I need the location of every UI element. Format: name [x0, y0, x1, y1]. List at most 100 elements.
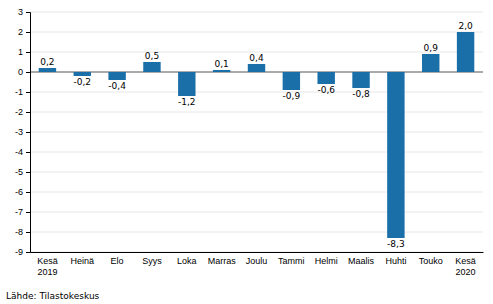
x-tick-label: Syys — [142, 256, 162, 266]
x-tick-label: Tammi — [278, 256, 305, 266]
y-tick-label: -1 — [15, 87, 23, 97]
x-tick-label-line: Huhti — [385, 256, 406, 266]
x-tick-label-line: 2020 — [456, 267, 476, 277]
bar — [108, 72, 125, 80]
x-tick: Huhti — [385, 252, 406, 266]
x-tick-label-line: Marras — [208, 256, 237, 266]
bar — [387, 72, 404, 238]
chart-container: -9-8-7-6-5-4-3-2-10123Kesä2019HeinäEloSy… — [0, 0, 493, 304]
chart-svg: -9-8-7-6-5-4-3-2-10123Kesä2019HeinäEloSy… — [0, 0, 493, 304]
y-tick: -2 — [15, 107, 30, 117]
y-tick-mark — [26, 152, 30, 153]
x-axis: Kesä2019HeinäEloSyysLokaMarrasJouluTammi… — [31, 252, 484, 277]
bars — [39, 32, 475, 238]
y-tick-mark — [26, 112, 30, 113]
x-tick-label-line: Elo — [111, 256, 124, 266]
bar — [74, 72, 91, 76]
grid-line — [30, 232, 483, 233]
x-tick: Elo — [111, 252, 124, 266]
data-label: 0,9 — [424, 43, 439, 53]
x-tick: Kesä2019 — [37, 252, 58, 277]
bar — [248, 64, 265, 72]
y-tick-mark — [26, 192, 30, 193]
x-tick-label: Maalis — [348, 256, 375, 266]
x-tick-label: Helmi — [315, 256, 338, 266]
x-tick-label: Touko — [419, 256, 443, 266]
y-tick-mark — [26, 172, 30, 173]
x-tick-label-line: Kesä — [37, 256, 58, 266]
x-tick-label-line: Heinä — [71, 256, 95, 266]
x-tick-label-line: Loka — [177, 256, 197, 266]
x-tick-label-line: Maalis — [348, 256, 375, 266]
grid-line — [30, 12, 483, 13]
y-axis-line — [26, 13, 31, 253]
x-tick: Helmi — [315, 252, 338, 266]
x-tick-label-line: Touko — [419, 256, 443, 266]
y-tick: -3 — [15, 127, 30, 137]
data-label: -0,9 — [283, 91, 301, 101]
y-tick-mark — [26, 252, 30, 253]
y-tick-label: 1 — [18, 47, 23, 57]
x-tick: Marras — [208, 252, 237, 266]
bar — [457, 32, 474, 72]
bar — [143, 62, 160, 72]
y-tick-label: -7 — [15, 207, 23, 217]
x-axis-line — [31, 252, 484, 253]
x-tick: Heinä — [71, 252, 95, 266]
y-tick-mark — [26, 52, 30, 53]
x-tick-label: Elo — [111, 256, 124, 266]
bar — [422, 54, 439, 72]
bar — [178, 72, 195, 96]
x-tick-label-line: Joulu — [246, 256, 268, 266]
x-tick-label-line: Kesä — [455, 256, 476, 266]
grid-line — [30, 92, 483, 93]
y-tick-mark — [26, 32, 30, 33]
y-tick: -4 — [15, 147, 30, 157]
x-tick: Touko — [419, 252, 443, 266]
y-tick-mark — [26, 72, 30, 73]
data-label: -0,2 — [73, 77, 91, 87]
y-tick-label: -2 — [15, 107, 23, 117]
data-label: 0,5 — [145, 51, 159, 61]
x-tick-label-line: 2019 — [37, 267, 57, 277]
data-label: 0,2 — [40, 57, 54, 67]
grid-line — [30, 192, 483, 193]
data-label: 2,0 — [458, 21, 473, 31]
x-tick: Syys — [142, 252, 162, 266]
bar — [39, 68, 56, 72]
grid-line — [30, 212, 483, 213]
y-tick-mark — [26, 132, 30, 133]
y-axis: -9-8-7-6-5-4-3-2-10123 — [15, 7, 31, 257]
data-label: -8,3 — [387, 239, 405, 249]
x-tick-label: Heinä — [71, 256, 95, 266]
data-label: -1,2 — [178, 97, 196, 107]
x-tick-label-line: Tammi — [278, 256, 305, 266]
x-tick-label: Joulu — [246, 256, 268, 266]
bar — [213, 70, 230, 72]
x-tick: Kesä2020 — [455, 252, 476, 277]
grid-line — [30, 152, 483, 153]
y-tick: -9 — [15, 247, 30, 257]
data-label: -0,6 — [317, 85, 335, 95]
y-tick-label: -8 — [15, 227, 23, 237]
bar — [352, 72, 369, 88]
grid-line — [30, 172, 483, 173]
x-tick: Maalis — [348, 252, 375, 266]
y-tick: -5 — [15, 167, 30, 177]
y-tick-label: 0 — [18, 67, 23, 77]
y-tick-mark — [26, 92, 30, 93]
x-tick-label: Marras — [208, 256, 237, 266]
x-tick-label: Huhti — [385, 256, 406, 266]
grid-line — [30, 132, 483, 133]
data-label: -0,8 — [352, 89, 370, 99]
y-tick: 2 — [18, 27, 30, 37]
x-tick: Tammi — [278, 252, 305, 266]
y-tick-label: 3 — [18, 7, 23, 17]
y-tick-label: -5 — [15, 167, 23, 177]
y-tick-mark — [26, 12, 30, 13]
x-tick-label-line: Syys — [142, 256, 162, 266]
y-tick: 3 — [18, 7, 30, 17]
y-tick: 0 — [18, 67, 30, 77]
y-tick-label: -3 — [15, 127, 23, 137]
y-tick: -8 — [15, 227, 30, 237]
